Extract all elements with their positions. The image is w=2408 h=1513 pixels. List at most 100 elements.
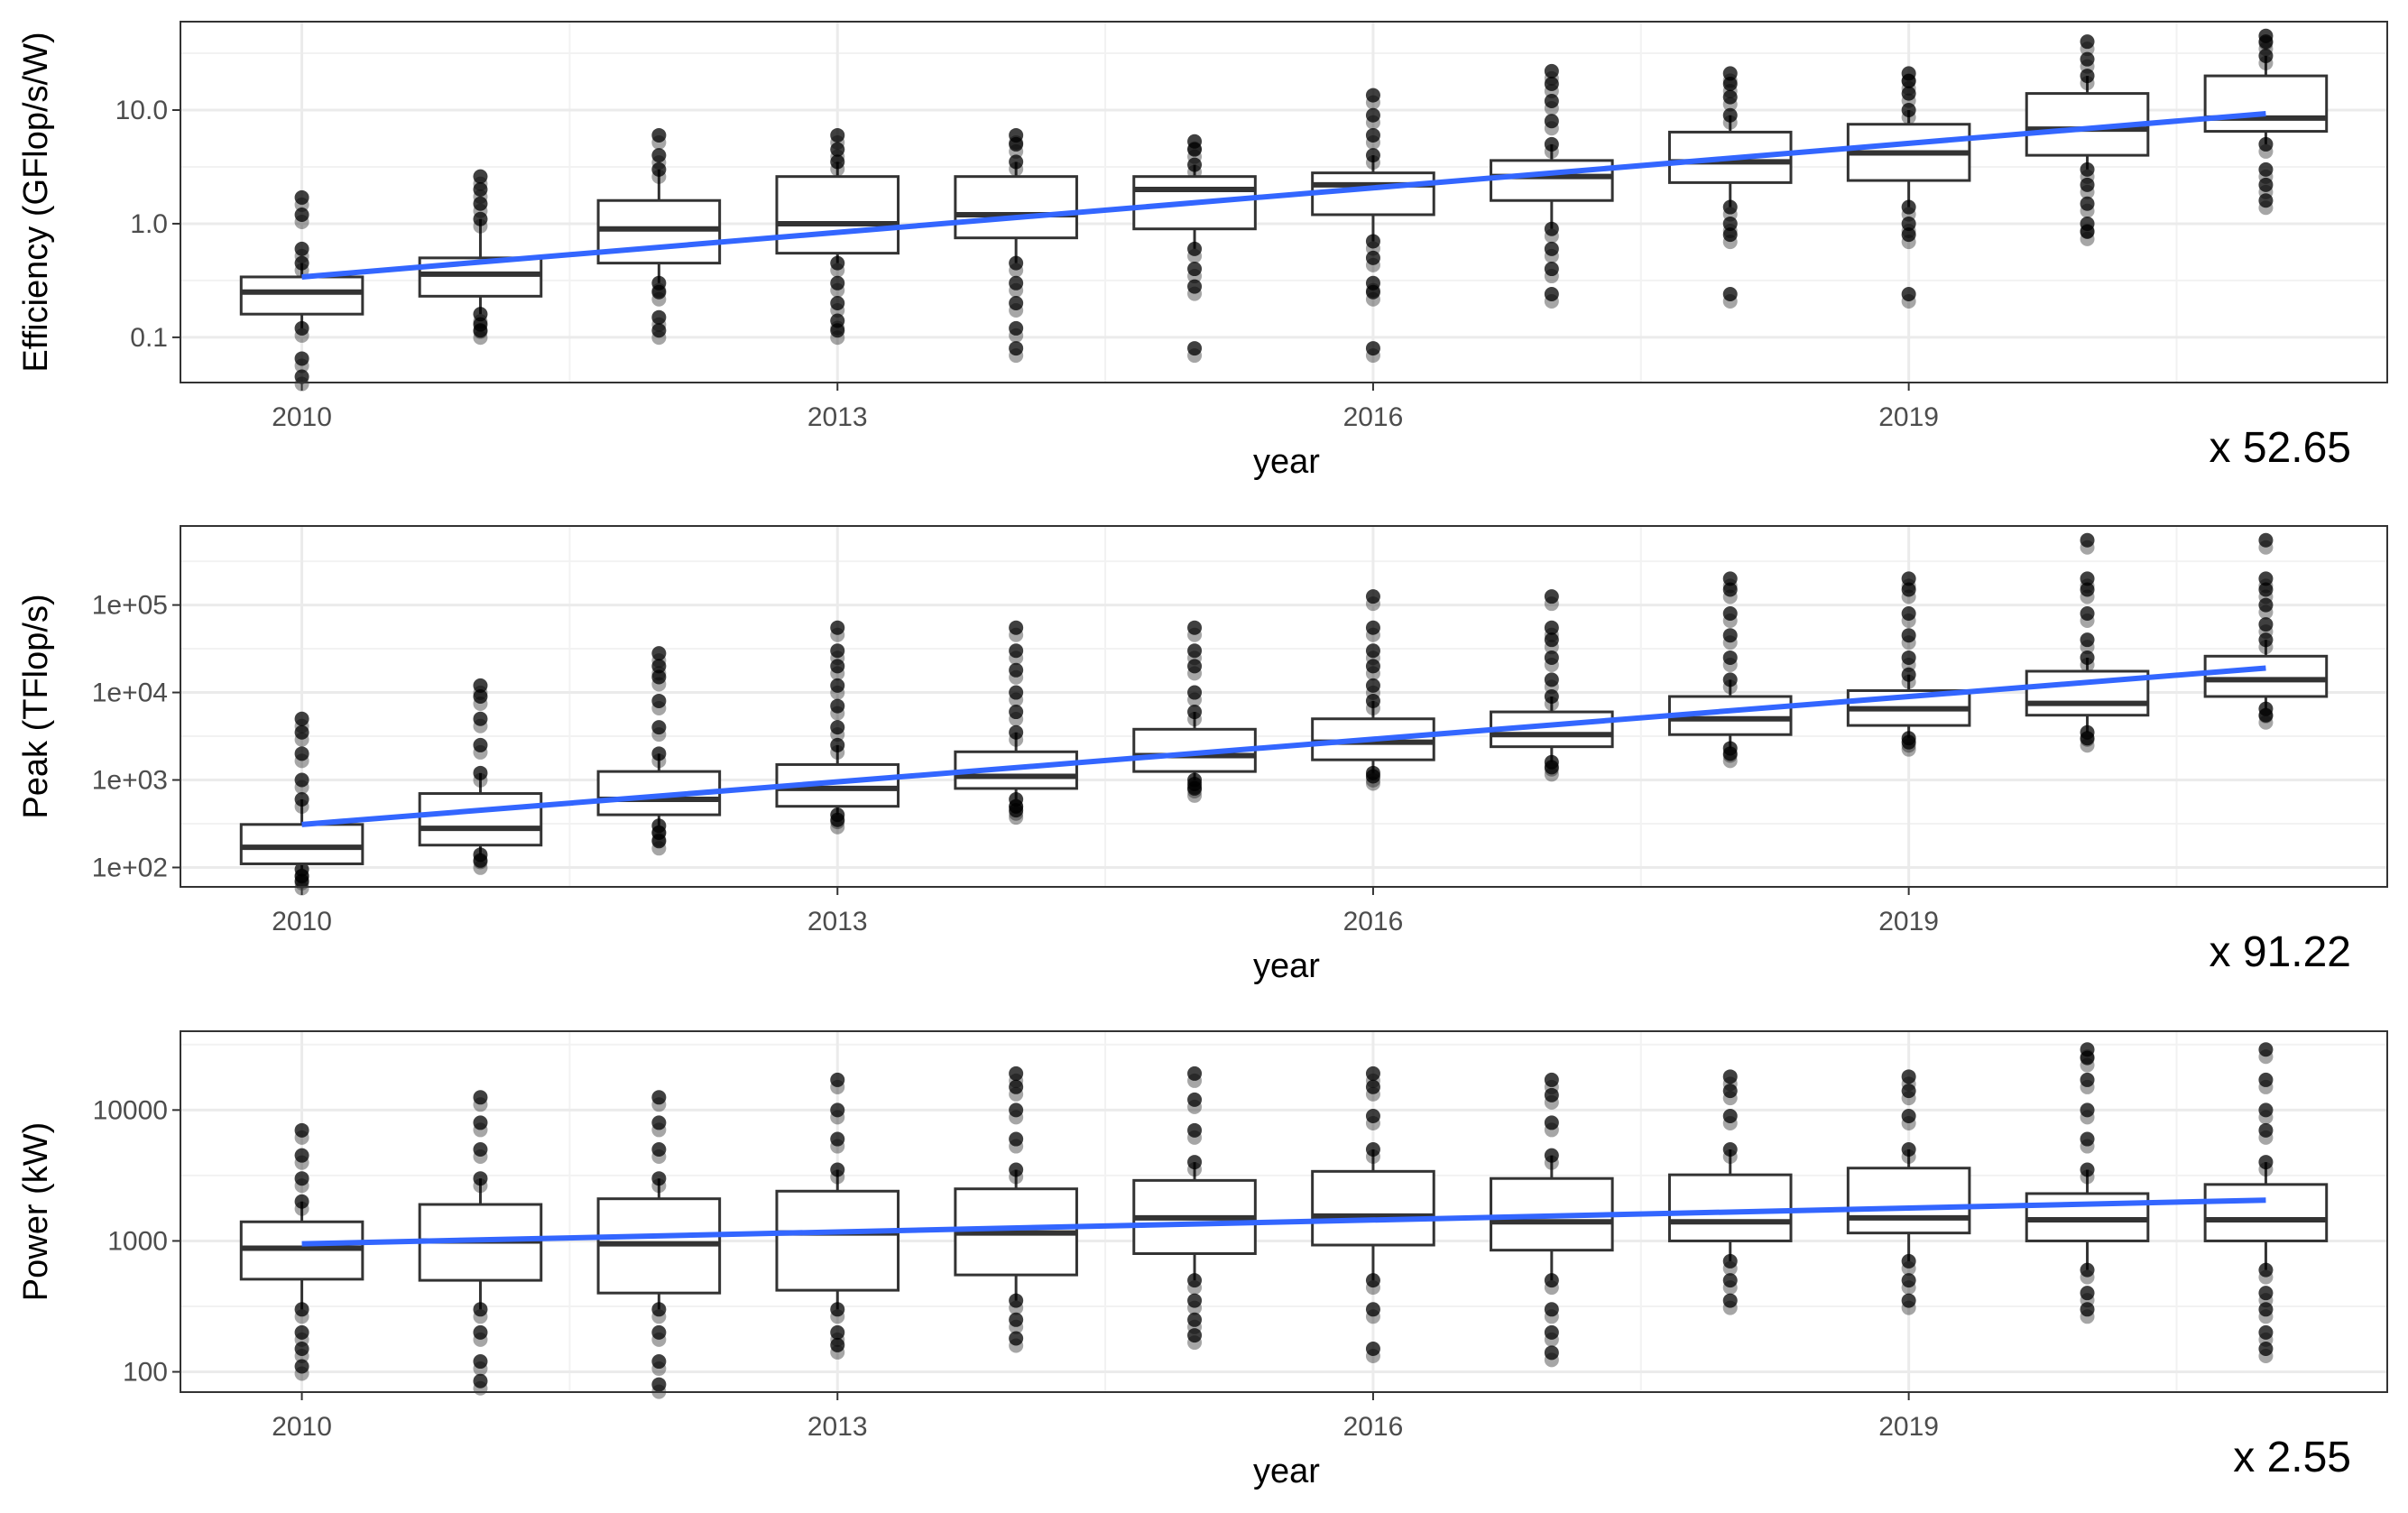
outlier-point bbox=[1365, 1302, 1380, 1317]
outlier-point bbox=[1365, 341, 1380, 356]
outlier-point bbox=[1544, 83, 1559, 98]
outlier-point bbox=[1365, 1273, 1380, 1288]
outlier-point bbox=[2080, 216, 2095, 231]
outlier-point bbox=[2258, 169, 2274, 184]
outlier-point bbox=[2080, 42, 2095, 57]
outlier-point bbox=[1901, 650, 1916, 665]
outlier-point bbox=[1187, 134, 1203, 149]
outlier-point bbox=[651, 1309, 667, 1324]
outlier-point bbox=[1187, 692, 1203, 707]
outlier-point bbox=[2258, 143, 2274, 159]
outlier-point bbox=[473, 718, 488, 733]
outlier-point bbox=[1365, 291, 1380, 307]
outlier-point bbox=[294, 369, 309, 384]
outlier-point bbox=[2258, 35, 2274, 51]
y-axis-title: Power (kW) bbox=[17, 1122, 55, 1301]
outlier-point bbox=[1722, 578, 1738, 594]
box-body bbox=[775, 1189, 900, 1292]
outlier-point bbox=[1544, 620, 1559, 635]
outlier-point bbox=[2080, 613, 2095, 628]
outlier-point bbox=[1722, 650, 1738, 665]
outlier-point bbox=[830, 1337, 845, 1352]
outlier-point bbox=[1187, 712, 1203, 727]
outlier-point bbox=[294, 1122, 309, 1138]
outlier-point bbox=[1365, 1280, 1380, 1296]
outlier-point bbox=[1901, 674, 1916, 689]
outlier-point bbox=[1901, 589, 1916, 604]
outlier-point bbox=[830, 706, 845, 721]
outlier-point bbox=[2080, 640, 2095, 655]
outlier-point bbox=[1365, 250, 1380, 265]
box-2021 bbox=[2203, 28, 2329, 216]
outlier-point bbox=[2258, 578, 2274, 594]
x-tick-label: 2019 bbox=[1878, 907, 1939, 936]
outlier-point bbox=[473, 324, 488, 339]
box-2015 bbox=[1132, 1066, 1257, 1351]
y-tick-label: 1.0 bbox=[130, 209, 168, 239]
outlier-point bbox=[651, 841, 667, 856]
outlier-point bbox=[830, 685, 845, 700]
outlier-point bbox=[2080, 582, 2095, 597]
outlier-point bbox=[1901, 613, 1916, 628]
outlier-point bbox=[2258, 632, 2274, 648]
outlier-point bbox=[1187, 279, 1203, 294]
outlier-point bbox=[1901, 582, 1916, 597]
outlier-point bbox=[2258, 1042, 2274, 1057]
box-2014 bbox=[954, 127, 1078, 364]
outlier-point bbox=[830, 659, 845, 674]
outlier-point bbox=[651, 309, 667, 325]
outlier-point bbox=[1365, 1108, 1380, 1123]
outlier-point bbox=[1365, 1142, 1380, 1158]
outlier-point bbox=[1901, 66, 1916, 81]
outlier-point bbox=[294, 718, 309, 733]
outlier-point bbox=[830, 666, 845, 681]
outlier-point bbox=[294, 792, 309, 807]
outlier-point bbox=[1901, 571, 1916, 586]
outlier-point bbox=[1365, 772, 1380, 788]
outlier-point bbox=[1009, 1300, 1024, 1315]
outlier-point bbox=[294, 248, 309, 263]
outlier-point bbox=[294, 1201, 309, 1216]
outlier-point bbox=[1544, 1324, 1559, 1340]
outlier-point bbox=[2258, 48, 2274, 63]
outlier-point bbox=[1722, 286, 1738, 301]
outlier-point bbox=[473, 203, 488, 218]
outlier-point bbox=[1901, 1149, 1916, 1165]
outlier-point bbox=[1365, 1115, 1380, 1130]
outlier-point bbox=[830, 1344, 845, 1360]
outlier-point bbox=[1365, 1341, 1380, 1356]
outlier-point bbox=[473, 765, 488, 780]
outlier-point bbox=[2258, 589, 2274, 604]
outlier-point bbox=[1365, 627, 1380, 642]
outlier-point bbox=[830, 313, 845, 328]
box-2010 bbox=[239, 1122, 364, 1381]
outlier-point bbox=[1365, 666, 1380, 681]
outlier-point bbox=[1009, 650, 1024, 666]
x-tick-label: 2016 bbox=[1343, 907, 1404, 936]
outlier-point bbox=[1544, 650, 1559, 665]
outlier-point bbox=[1722, 227, 1738, 243]
outlier-point bbox=[294, 1194, 309, 1209]
outlier-point bbox=[1901, 227, 1916, 243]
outlier-point bbox=[1544, 228, 1559, 244]
outlier-point bbox=[1009, 263, 1024, 278]
outlier-point bbox=[830, 1309, 845, 1324]
outlier-point bbox=[2080, 578, 2095, 594]
outlier-point bbox=[1187, 348, 1203, 364]
outlier-point bbox=[294, 1171, 309, 1186]
outlier-point bbox=[2080, 34, 2095, 50]
outlier-point bbox=[830, 1332, 845, 1347]
outlier-point bbox=[1901, 1076, 1916, 1092]
outlier-point bbox=[1722, 199, 1738, 215]
outlier-point bbox=[2080, 650, 2095, 665]
box-body bbox=[2203, 74, 2329, 134]
outlier-point bbox=[1544, 1280, 1559, 1296]
outlier-point bbox=[1722, 1084, 1738, 1099]
outlier-point bbox=[1009, 792, 1024, 807]
outlier-point bbox=[294, 724, 309, 740]
box-2013 bbox=[775, 127, 900, 346]
outlier-point bbox=[1009, 1319, 1024, 1334]
outlier-point bbox=[1009, 282, 1024, 298]
outlier-point bbox=[294, 1309, 309, 1324]
outlier-point bbox=[651, 826, 667, 841]
